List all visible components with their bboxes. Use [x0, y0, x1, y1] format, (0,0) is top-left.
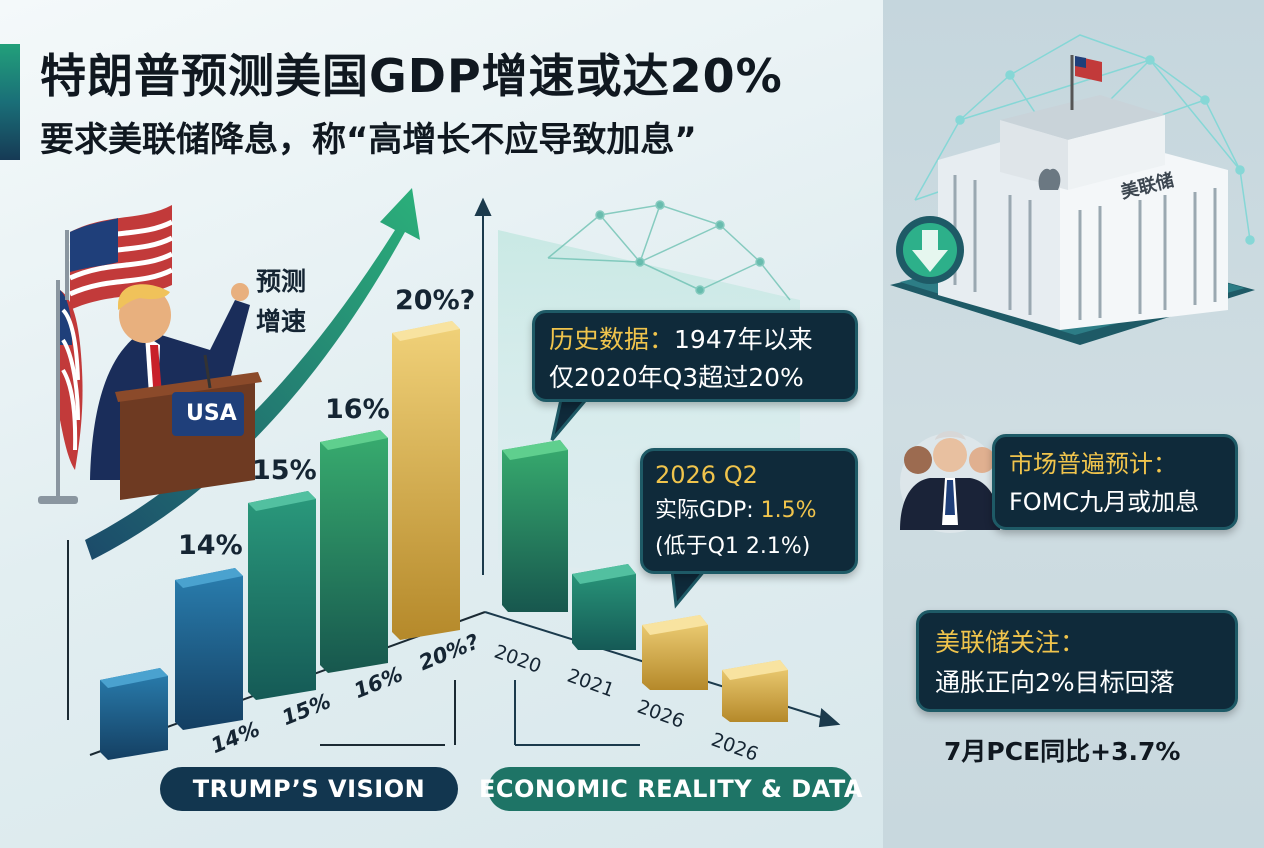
- prediction-annotation: 预测 增速: [256, 262, 306, 342]
- reality-bar-2026-q1: [642, 615, 708, 690]
- history-callout-line1: 历史数据：1947年以来: [549, 321, 841, 359]
- fed-focus-body: 通胀正向2%目标回落: [935, 668, 1175, 697]
- market-callout-title: 市场普遍预计：: [1009, 450, 1177, 478]
- market-callout-body: FOMC九月或加息: [1009, 488, 1200, 516]
- q2-callout-compare: (低于Q1 2.1%): [655, 534, 811, 559]
- growth-arrow: [85, 188, 420, 560]
- reality-bars: [502, 440, 788, 722]
- q2-callout-gdp-label: 实际GDP:: [655, 498, 754, 523]
- reality-bar-2020: [502, 440, 568, 612]
- bar-value-label-15: 15%: [252, 455, 317, 486]
- officials-avatar: [900, 431, 1000, 533]
- q2-callout-gdp-value: 1.5%: [760, 498, 817, 523]
- title-accent-bar: [0, 44, 20, 160]
- economic-reality-pill: ECONOMIC REALITY & DATA: [479, 767, 862, 811]
- trump-bars: [100, 321, 460, 760]
- headline: 特朗普预测美国GDP增速或达20%: [40, 49, 783, 103]
- us-flag-left: [38, 280, 83, 504]
- trump-bar-14-small: [100, 668, 168, 760]
- rate-cut-arrow-icon: [896, 216, 964, 284]
- reality-bar-2026-q2: [722, 660, 788, 722]
- podium: [115, 354, 262, 500]
- bar-value-label-20: 20%?: [395, 285, 476, 316]
- pce-note: 7月PCE同比+3.7%: [944, 737, 1181, 766]
- history-callout-line2: 仅2020年Q3超过20%: [549, 363, 804, 392]
- fed-building: [890, 55, 1255, 345]
- bar-value-label-16: 16%: [325, 394, 390, 425]
- trump-bar-15: [248, 491, 316, 700]
- q2-callout-gdp-line: 实际GDP: 1.5%: [655, 493, 843, 529]
- fed-focus-title: 美联储关注：: [935, 628, 1086, 657]
- q2-callout-tail: [670, 568, 709, 609]
- prediction-annotation-line1: 预测: [256, 267, 307, 296]
- history-callout: 历史数据：1947年以来 仅2020年Q3超过20%: [532, 310, 858, 402]
- podium-label: USA: [186, 401, 237, 426]
- q2-gdp-callout: 2026 Q2 实际GDP: 1.5% (低于Q1 2.1%): [640, 448, 858, 574]
- us-flag-top: [65, 205, 174, 310]
- bar-value-label-14: 14%: [178, 530, 243, 561]
- trump-bar-14: [175, 568, 243, 730]
- trump-bar-16: [320, 430, 388, 673]
- fed-focus-callout: 美联储关注： 通胀正向2%目标回落: [916, 610, 1238, 712]
- prediction-annotation-line2: 增速: [256, 307, 307, 336]
- network-decoration: [547, 200, 791, 301]
- trump-vision-pill: TRUMP’S VISION: [160, 767, 458, 811]
- reality-bar-2021: [572, 564, 636, 650]
- market-expectation-callout: 市场普遍预计： FOMC九月或加息: [992, 434, 1238, 530]
- trump-bar-20: [392, 321, 460, 640]
- history-callout-label: 历史数据：: [549, 325, 675, 354]
- subheadline: 要求美联储降息，称“高增长不应导致加息”: [40, 120, 697, 160]
- history-callout-since: 1947年以来: [674, 325, 813, 354]
- q2-callout-title: 2026 Q2: [655, 461, 758, 489]
